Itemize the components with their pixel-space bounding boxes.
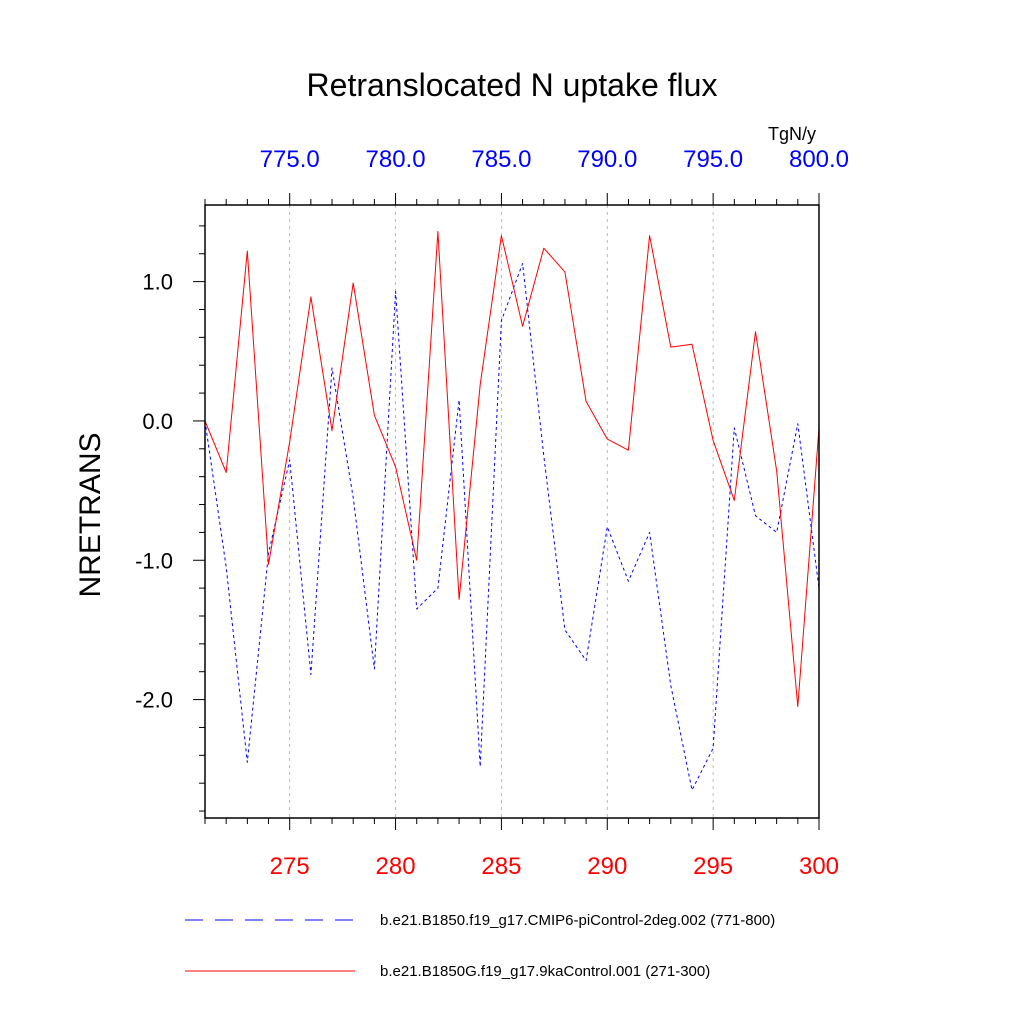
bottom-tick-label-275: 275 <box>270 853 310 880</box>
top-tick-label-780: 780.0 <box>366 146 426 173</box>
top-tick-label-790: 790.0 <box>577 146 637 173</box>
bottom-tick-label-290: 290 <box>587 853 627 880</box>
legend: b.e21.B1850.f19_g17.CMIP6-piControl-2deg… <box>185 912 775 980</box>
gridlines <box>289 205 714 818</box>
series-line-0 <box>204 263 820 791</box>
y-axis-label: NRETRANS <box>74 432 107 597</box>
top-tick-label-775: 775.0 <box>260 146 320 173</box>
y-tick-label-0: 1.0 <box>142 270 173 295</box>
series-layer <box>204 231 820 791</box>
legend-label-9kaControl: b.e21.B1850G.f19_g17.9kaControl.001 (271… <box>380 963 710 980</box>
y-tick-label-3: -2.0 <box>135 688 173 713</box>
y-tick-label-2: -1.0 <box>135 548 173 573</box>
bottom-tick-label-295: 295 <box>693 853 733 880</box>
bottom-tick-label-300: 300 <box>799 853 839 880</box>
bottom-tick-label-285: 285 <box>481 853 521 880</box>
units-label: TgN/y <box>768 124 816 144</box>
top-tick-label-785: 785.0 <box>471 146 531 173</box>
ticks <box>193 193 820 830</box>
series-line-1 <box>204 231 820 707</box>
chart-title: Retranslocated N uptake flux <box>307 67 718 103</box>
y-tick-label-1: 0.0 <box>142 409 173 434</box>
bottom-tick-label-280: 280 <box>376 853 416 880</box>
tick-labels: 275 280 285 290 295 300 775.0 780.0 785.0 790.0 79… <box>135 146 849 880</box>
plot-frame <box>204 204 820 819</box>
top-tick-label-795: 795.0 <box>683 146 743 173</box>
top-tick-label-800: 800.0 <box>789 146 849 173</box>
legend-label-piControl: b.e21.B1850.f19_g17.CMIP6-piControl-2deg… <box>380 912 775 929</box>
